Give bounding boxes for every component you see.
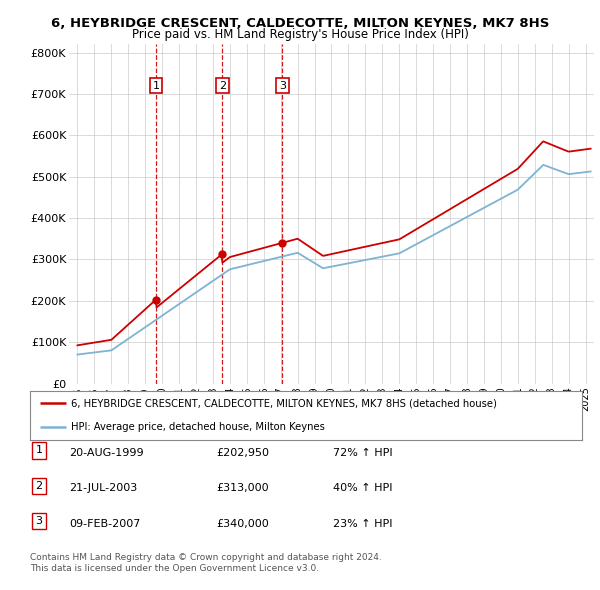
Text: 1: 1: [35, 445, 43, 455]
Text: £313,000: £313,000: [216, 483, 269, 493]
Text: Price paid vs. HM Land Registry's House Price Index (HPI): Price paid vs. HM Land Registry's House …: [131, 28, 469, 41]
Text: 6, HEYBRIDGE CRESCENT, CALDECOTTE, MILTON KEYNES, MK7 8HS: 6, HEYBRIDGE CRESCENT, CALDECOTTE, MILTO…: [51, 17, 549, 30]
Text: HPI: Average price, detached house, Milton Keynes: HPI: Average price, detached house, Milt…: [71, 422, 325, 432]
Text: £202,950: £202,950: [216, 448, 269, 458]
Text: 40% ↑ HPI: 40% ↑ HPI: [333, 483, 392, 493]
Text: 3: 3: [35, 516, 43, 526]
Text: 23% ↑ HPI: 23% ↑ HPI: [333, 519, 392, 529]
Text: 6, HEYBRIDGE CRESCENT, CALDECOTTE, MILTON KEYNES, MK7 8HS (detached house): 6, HEYBRIDGE CRESCENT, CALDECOTTE, MILTO…: [71, 398, 497, 408]
Text: 72% ↑ HPI: 72% ↑ HPI: [333, 448, 392, 458]
Text: 20-AUG-1999: 20-AUG-1999: [69, 448, 143, 458]
Text: Contains HM Land Registry data © Crown copyright and database right 2024.
This d: Contains HM Land Registry data © Crown c…: [30, 553, 382, 573]
Text: 09-FEB-2007: 09-FEB-2007: [69, 519, 140, 529]
Text: 3: 3: [279, 81, 286, 91]
Text: 21-JUL-2003: 21-JUL-2003: [69, 483, 137, 493]
Text: 1: 1: [152, 81, 160, 91]
Text: £340,000: £340,000: [216, 519, 269, 529]
Text: 2: 2: [35, 481, 43, 491]
Text: 2: 2: [219, 81, 226, 91]
